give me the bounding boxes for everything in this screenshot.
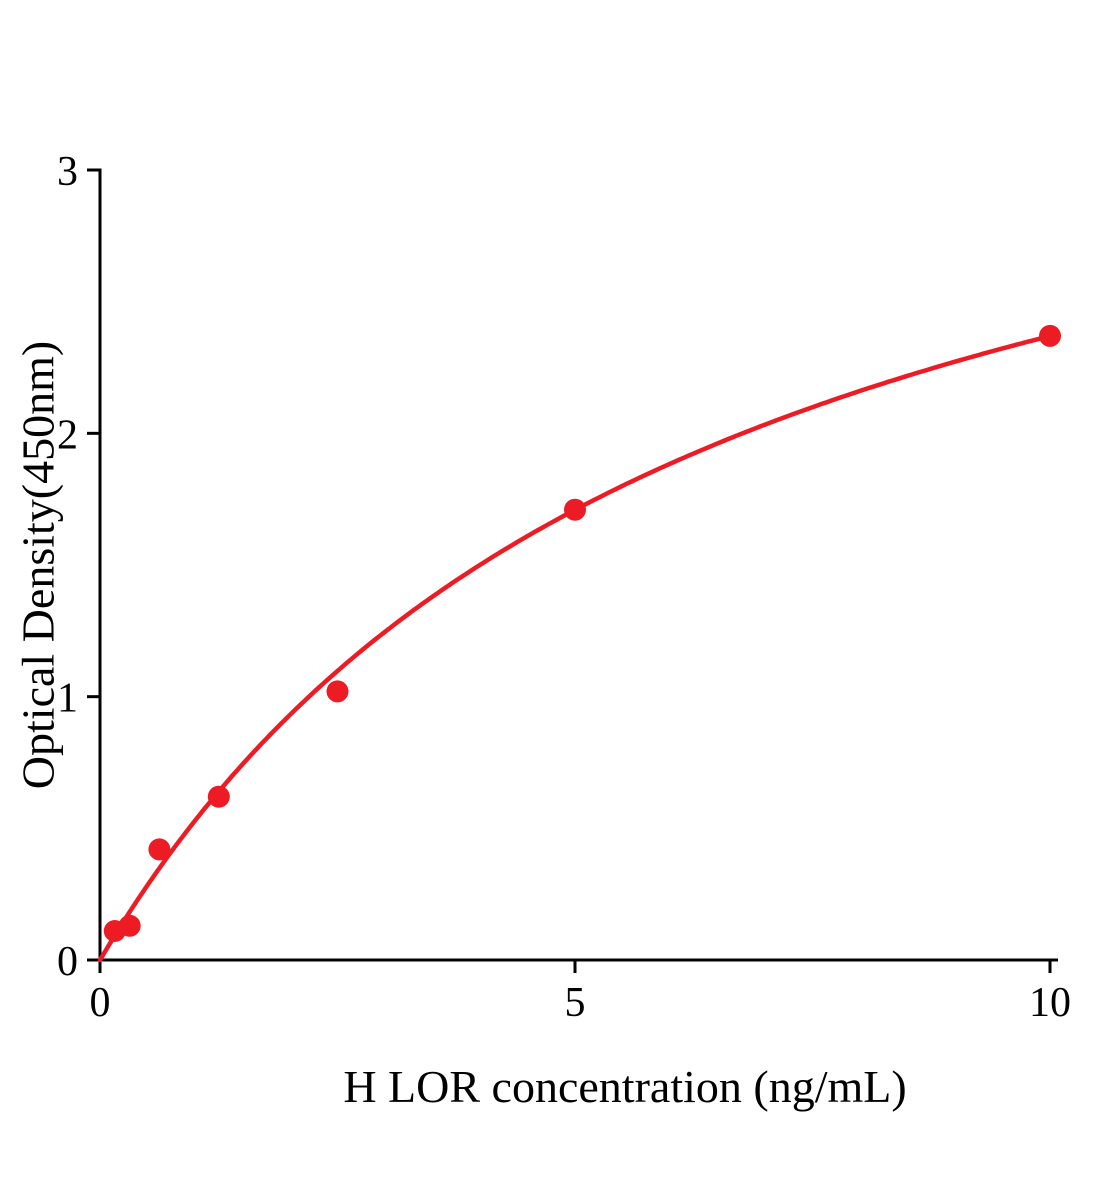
x-axis-title: H LOR concentration (ng/mL): [343, 1061, 907, 1112]
data-point: [564, 498, 586, 521]
data-point: [118, 914, 141, 937]
y-axis-title: Optical Density(450nm): [12, 340, 64, 790]
y-tick-label: 0: [57, 939, 78, 985]
y-tick-label: 1: [57, 676, 78, 722]
x-tick-label: 10: [1029, 980, 1071, 1026]
y-tick-label: 2: [57, 412, 78, 458]
data-point: [207, 785, 230, 808]
x-tick-label: 5: [565, 980, 586, 1026]
data-point: [148, 838, 171, 861]
data-point: [1039, 324, 1061, 347]
y-tick-label: 3: [57, 149, 78, 195]
x-tick-label: 0: [90, 980, 111, 1026]
fit-curve: [97, 333, 1053, 963]
data-point: [326, 680, 349, 703]
